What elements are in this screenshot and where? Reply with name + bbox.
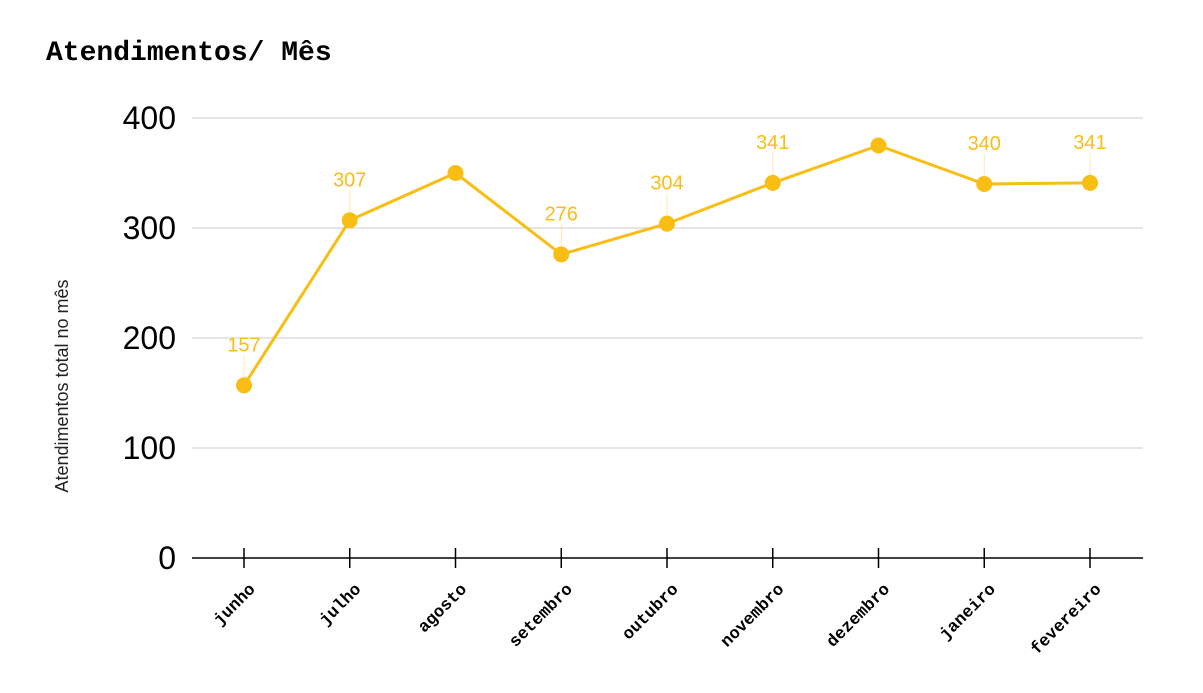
x-tick-label: junho	[211, 581, 261, 631]
y-tick-label: 200	[123, 320, 176, 356]
data-point	[976, 176, 993, 192]
x-tick-label: fevereiro	[1028, 581, 1106, 659]
y-tick-label: 0	[158, 540, 176, 576]
y-axis-label: Atendimentos total no mês	[52, 279, 72, 492]
x-tick-label: outubro	[619, 581, 683, 645]
data-label: 276	[545, 203, 578, 225]
data-label: 341	[1073, 132, 1106, 154]
chart-title: Atendimentos/ Mês	[46, 38, 332, 69]
series-line-layer	[236, 137, 1098, 394]
x-tick-label: julho	[316, 581, 366, 631]
x-tick-label: novembro	[718, 581, 789, 652]
x-tick-label: setembro	[506, 581, 577, 652]
data-point	[447, 165, 464, 181]
data-point	[341, 212, 358, 229]
y-tick-label: 300	[123, 210, 176, 246]
x-tick-label: janeiro	[937, 581, 1001, 645]
data-label: 157	[227, 334, 260, 356]
gridlines	[192, 117, 1143, 449]
data-point	[236, 377, 252, 394]
data-point	[659, 215, 675, 232]
data-label: 340	[968, 133, 1001, 155]
data-label: 304	[650, 173, 683, 195]
x-tick-label: agosto	[415, 581, 472, 638]
y-tick-label: 100	[123, 430, 176, 466]
data-point	[553, 246, 570, 263]
data-point	[764, 174, 781, 191]
data-label: 307	[333, 169, 366, 191]
data-label: 341	[756, 132, 789, 154]
x-tick-label: dezembro	[824, 581, 895, 652]
data-labels: 157 307 276 304 341 340 341	[227, 132, 1107, 378]
y-tick-label: 400	[123, 100, 176, 136]
data-point	[870, 137, 887, 154]
data-point	[1082, 174, 1098, 191]
